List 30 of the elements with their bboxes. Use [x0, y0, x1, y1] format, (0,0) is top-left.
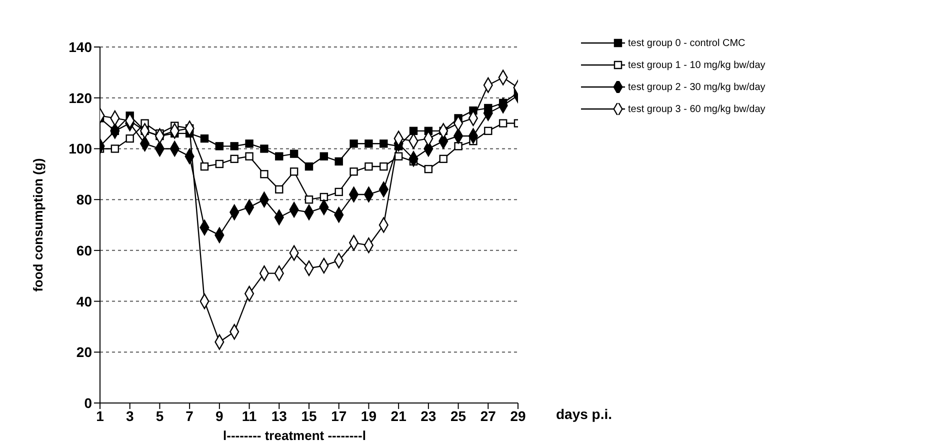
y-tick-label: 20	[76, 344, 92, 360]
legend-label: test group 1 - 10 mg/kg bw/day	[628, 60, 766, 70]
x-tick-label: 29	[510, 408, 526, 424]
x-tick-label: 23	[420, 408, 436, 424]
legend-label: test group 2 - 30 mg/kg bw/day	[628, 82, 766, 92]
x-axis-title: days p.i.	[556, 406, 612, 422]
x-tick-label: 17	[331, 408, 347, 424]
x-tick-label: 15	[301, 408, 317, 424]
x-tick-label: 9	[216, 408, 224, 424]
x-tick-label: 7	[186, 408, 194, 424]
x-tick-label: 27	[480, 408, 496, 424]
y-tick-label: 140	[68, 38, 92, 55]
x-tick-label: 13	[271, 408, 288, 424]
y-tick-label: 80	[76, 192, 92, 208]
x-tick-label: 5	[156, 408, 164, 424]
x-tick-label: 1	[96, 408, 104, 424]
x-tick-label: 25	[450, 408, 466, 424]
text: l-------- treatment --------l	[223, 428, 366, 443]
legend-label: test group 3 - 60 mg/kg bw/day	[628, 104, 766, 114]
x-tick-label: 3	[126, 408, 134, 424]
y-tick-label: 100	[68, 140, 92, 157]
x-tick-label: 19	[360, 408, 377, 424]
legend-label: test group 0 - control CMC	[628, 38, 746, 48]
y-tick-label: 120	[68, 90, 92, 106]
y-axis-title: food consumption (g)	[30, 158, 46, 292]
y-tick-label: 40	[76, 293, 92, 310]
y-tick-label: 60	[76, 242, 92, 258]
x-tick-label: 11	[242, 408, 257, 424]
y-tick-label: 0	[84, 394, 92, 411]
x-tick-label: 21	[390, 408, 407, 424]
